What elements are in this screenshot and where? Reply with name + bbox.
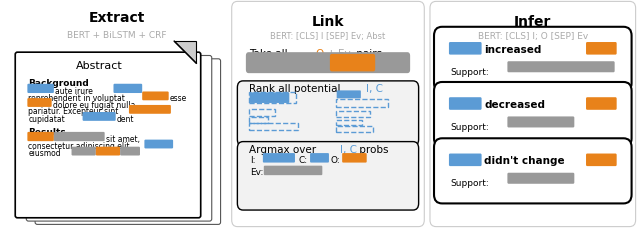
FancyBboxPatch shape <box>430 2 636 227</box>
Text: increased: increased <box>484 45 542 55</box>
Text: Link: Link <box>312 14 344 28</box>
FancyBboxPatch shape <box>586 43 617 55</box>
FancyBboxPatch shape <box>508 117 574 128</box>
Text: BERT + BiLSTM + CRF: BERT + BiLSTM + CRF <box>67 31 166 40</box>
FancyBboxPatch shape <box>35 60 221 224</box>
Text: consectetur adipiscing elit,: consectetur adipiscing elit, <box>28 142 132 150</box>
Text: O: O <box>316 49 324 58</box>
Text: didn't change: didn't change <box>484 156 565 166</box>
FancyBboxPatch shape <box>237 142 419 210</box>
FancyBboxPatch shape <box>15 53 201 218</box>
FancyBboxPatch shape <box>337 91 361 99</box>
FancyBboxPatch shape <box>342 153 367 163</box>
Text: Abstract: Abstract <box>76 61 122 71</box>
FancyBboxPatch shape <box>145 140 173 149</box>
Text: Infer: Infer <box>514 14 552 28</box>
FancyBboxPatch shape <box>72 147 96 156</box>
Text: pairs: pairs <box>353 49 383 58</box>
Text: Argmax over: Argmax over <box>249 145 319 155</box>
Text: dent: dent <box>116 114 134 123</box>
Text: Take all: Take all <box>249 49 291 58</box>
FancyBboxPatch shape <box>120 147 140 156</box>
Text: Rank all potential: Rank all potential <box>249 83 344 93</box>
Text: I, C: I, C <box>366 83 383 93</box>
Text: I, C: I, C <box>340 145 357 155</box>
Text: O:: O: <box>331 155 340 164</box>
FancyBboxPatch shape <box>264 166 323 175</box>
Text: aute irure: aute irure <box>55 86 93 95</box>
Text: I:: I: <box>251 155 256 164</box>
Text: sit amet,: sit amet, <box>106 134 140 143</box>
Text: cupidatat: cupidatat <box>28 114 65 123</box>
FancyBboxPatch shape <box>310 153 329 163</box>
FancyBboxPatch shape <box>508 62 614 73</box>
FancyBboxPatch shape <box>28 132 54 142</box>
FancyBboxPatch shape <box>434 28 632 93</box>
FancyBboxPatch shape <box>330 55 375 72</box>
FancyBboxPatch shape <box>54 132 105 142</box>
Text: C:: C: <box>299 155 308 164</box>
FancyBboxPatch shape <box>129 106 171 114</box>
FancyBboxPatch shape <box>263 153 295 163</box>
FancyBboxPatch shape <box>96 147 120 156</box>
Polygon shape <box>174 42 196 64</box>
Text: reprehenderit in voluptat: reprehenderit in voluptat <box>28 94 125 103</box>
FancyBboxPatch shape <box>586 154 617 166</box>
FancyBboxPatch shape <box>508 173 574 184</box>
FancyBboxPatch shape <box>434 139 632 204</box>
Text: decreased: decreased <box>484 100 545 109</box>
Text: Extract: Extract <box>88 11 145 25</box>
FancyBboxPatch shape <box>250 93 289 104</box>
FancyBboxPatch shape <box>586 98 617 110</box>
Text: BERT: [CLS] I; O [SEP] Ev: BERT: [CLS] I; O [SEP] Ev <box>477 32 588 41</box>
FancyBboxPatch shape <box>434 83 632 147</box>
Text: +: + <box>327 49 339 58</box>
FancyBboxPatch shape <box>113 84 142 94</box>
Text: eiusmod: eiusmod <box>28 149 61 158</box>
Text: esse: esse <box>170 94 187 103</box>
Text: probs: probs <box>356 145 389 155</box>
FancyBboxPatch shape <box>449 43 481 55</box>
FancyBboxPatch shape <box>28 99 52 107</box>
Text: Support:: Support: <box>450 122 489 131</box>
Text: Support:: Support: <box>450 178 489 187</box>
Text: Ev: Ev <box>339 49 351 58</box>
FancyBboxPatch shape <box>232 2 424 227</box>
Text: Results: Results <box>28 128 66 137</box>
Text: BERT: [CLS] I [SEP] Ev; Abst: BERT: [CLS] I [SEP] Ev; Abst <box>270 32 386 41</box>
FancyBboxPatch shape <box>26 56 212 221</box>
FancyBboxPatch shape <box>246 53 410 74</box>
Text: Ev:: Ev: <box>251 167 264 176</box>
FancyBboxPatch shape <box>28 84 54 94</box>
Text: pariatur. Excepteur sint: pariatur. Excepteur sint <box>28 107 119 116</box>
Text: Background: Background <box>28 78 89 87</box>
FancyBboxPatch shape <box>449 154 481 166</box>
FancyBboxPatch shape <box>142 92 169 101</box>
FancyBboxPatch shape <box>237 82 419 146</box>
FancyBboxPatch shape <box>449 98 481 110</box>
FancyBboxPatch shape <box>83 112 116 121</box>
Text: dolore eu fugiat nulla: dolore eu fugiat nulla <box>52 101 135 109</box>
Text: Support:: Support: <box>450 67 489 76</box>
